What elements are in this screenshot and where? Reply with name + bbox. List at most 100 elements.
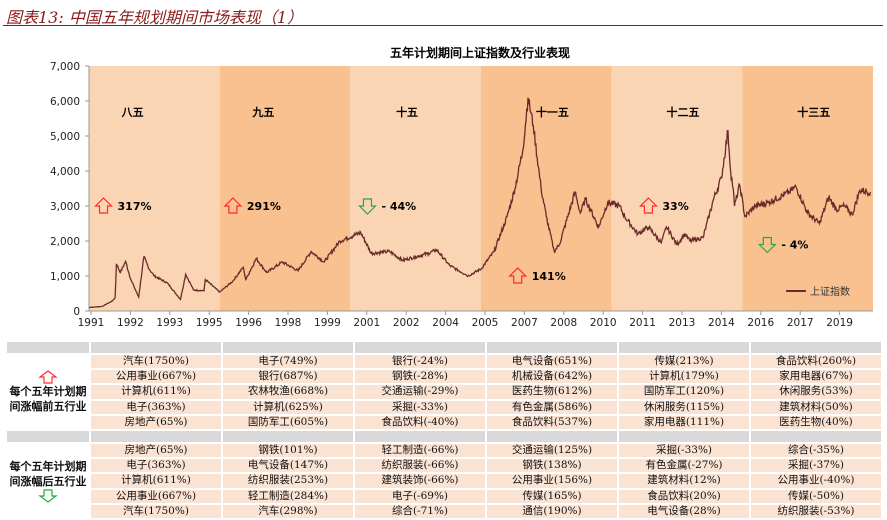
- table-row: 公用事业(667%) 银行(687%) 钢铁(-28%) 机械设备(642%) 计算机(…: [7, 370, 881, 384]
- y-tick-label: 6,000: [50, 96, 80, 108]
- period-label: 十五: [396, 105, 418, 119]
- top-row-label: 每个五年计划期间涨幅前五行业: [7, 355, 89, 429]
- header-cell: [7, 430, 89, 442]
- header-cell: [7, 342, 89, 353]
- period-change: - 4%: [781, 239, 808, 252]
- x-tick-label: 2011: [629, 317, 656, 329]
- table-cell: 采掘(-37%): [751, 459, 881, 473]
- down-arrow-icon: [757, 236, 777, 254]
- table-cell: 交通运输(125%): [487, 443, 617, 458]
- period-change: 33%: [662, 200, 688, 213]
- table-cell: 钢铁(-28%): [355, 370, 485, 384]
- down-arrow-icon: [358, 198, 377, 215]
- header-cell: [487, 342, 617, 353]
- table-cell: 汽车(1750%): [91, 504, 221, 518]
- table-cell: 休闲服务(115%): [619, 400, 749, 414]
- table-row: 计算机(611%) 农林牧渔(668%) 交通运输(-29%) 医药生物(612%) 国…: [7, 385, 881, 399]
- series-line-shanghai-index: [88, 97, 872, 309]
- y-tick-label: 4,000: [50, 166, 80, 178]
- table-cell: 综合(-71%): [355, 504, 485, 518]
- table-cell: 食品饮料(260%): [751, 355, 881, 369]
- table-header-row: [7, 430, 881, 442]
- header-cell: [487, 430, 617, 442]
- x-tick-label: 2014: [708, 317, 735, 329]
- period-band: [742, 66, 873, 311]
- y-tick-label: 7,000: [50, 61, 80, 73]
- table-cell: 公用事业(-40%): [751, 474, 881, 488]
- table-row: 每个五年计划期间涨幅后五行业 房地产(65%) 钢铁(101%) 轻工制造(-66%)…: [7, 443, 881, 518]
- table-cell: 汽车(298%): [223, 504, 353, 518]
- table-row: 公用事业(667%) 轻工制造(284%) 电子(-69%) 传媒(165%) 食品饮料…: [7, 489, 881, 503]
- table-cell: 医药生物(40%): [751, 415, 881, 429]
- x-tick-label: 1996: [235, 317, 262, 329]
- table-cell: 食品饮料(-40%): [355, 415, 485, 429]
- period-change: 141%: [532, 270, 566, 283]
- period-annotations: 八五 317% 九五 291% 十五 - 44% 十一五 141% 十二五 33% 十三五 - 4%: [94, 105, 830, 284]
- table-row: 汽车(1750%) 汽车(298%) 综合(-71%) 通信(190%) 电气设备(28…: [7, 504, 881, 518]
- x-tick-label: 1995: [196, 317, 223, 329]
- table-cell: 采掘(-33%): [355, 400, 485, 414]
- header-cell: [751, 342, 881, 353]
- table-cell: 纺织服装(-66%): [355, 459, 485, 473]
- table-cell: 有色金属(586%): [487, 400, 617, 414]
- table-cell: 钢铁(138%): [487, 459, 617, 473]
- header-cell: [619, 430, 749, 442]
- x-tick-label: 1993: [156, 317, 183, 329]
- table-cell: 计算机(625%): [223, 400, 353, 414]
- table-row: 电子(363%) 电气设备(147%) 纺织服装(-66%) 钢铁(138%) 有色金属…: [7, 459, 881, 473]
- table-cell: 医药生物(612%): [487, 385, 617, 399]
- shanghai-index-chart: 五年计划期间上证指数及行业表现 0 1,000 2,000 3,000 4,000 5,0…: [50, 45, 873, 329]
- row-label-text: 每个五年计划期间涨幅前五行业: [9, 384, 87, 413]
- period-change: - 44%: [381, 200, 416, 213]
- table-cell: 有色金属(-27%): [619, 459, 749, 473]
- table-cell: 建筑装饰(-66%): [355, 474, 485, 488]
- period-label: 十二五: [667, 105, 700, 119]
- table-cell: 公用事业(156%): [487, 474, 617, 488]
- header-cell: [91, 342, 221, 353]
- table-cell: 传媒(213%): [619, 355, 749, 369]
- y-tick-label: 5,000: [50, 131, 80, 143]
- x-tick-label: 2001: [353, 317, 380, 329]
- table-cell: 钢铁(101%): [223, 443, 353, 458]
- chart-title: 五年计划期间上证指数及行业表现: [390, 45, 570, 60]
- legend: 上证指数: [786, 285, 850, 298]
- table-cell: 计算机(179%): [619, 370, 749, 384]
- table-cell: 银行(687%): [223, 370, 353, 384]
- table-cell: 计算机(611%): [91, 385, 221, 399]
- table-cell: 公用事业(667%): [91, 370, 221, 384]
- x-tick-label: 2004: [432, 317, 459, 329]
- table-cell: 综合(-35%): [751, 443, 881, 458]
- table-cell: 电子(749%): [223, 355, 353, 369]
- table-cell: 国防军工(605%): [223, 415, 353, 429]
- table-cell: 电气设备(28%): [619, 504, 749, 518]
- table-cell: 汽车(1750%): [91, 355, 221, 369]
- x-tick-label: 2016: [747, 317, 774, 329]
- table-cell: 食品饮料(537%): [487, 415, 617, 429]
- title-divider: [3, 25, 883, 26]
- x-tick-label: 1999: [314, 317, 341, 329]
- period-change: 317%: [118, 200, 152, 213]
- table-cell: 轻工制造(284%): [223, 489, 353, 503]
- header-cell: [619, 342, 749, 353]
- table-row: 计算机(611%) 纺织服装(253%) 建筑装饰(-66%) 公用事业(156%) 建…: [7, 474, 881, 488]
- period-label: 十三五: [797, 105, 830, 119]
- y-tick-label: 3,000: [50, 201, 80, 213]
- table-cell: 纺织服装(-53%): [751, 504, 881, 518]
- table-cell: 银行(-24%): [355, 355, 485, 369]
- header-cell: [223, 430, 353, 442]
- x-tick-label: 2005: [472, 317, 499, 329]
- x-tick-label: 2002: [393, 317, 420, 329]
- table-cell: 家用电器(111%): [619, 415, 749, 429]
- table-cell: 传媒(-50%): [751, 489, 881, 503]
- period-band: [89, 66, 220, 311]
- period-label: 九五: [251, 105, 274, 119]
- table-cell: 家用电器(67%): [751, 370, 881, 384]
- table-cell: 机械设备(642%): [487, 370, 617, 384]
- x-tick-label: 2010: [590, 317, 617, 329]
- x-tick-label: 2007: [511, 317, 538, 329]
- header-cell: [355, 342, 485, 353]
- bottom-row-label: 每个五年计划期间涨幅后五行业: [7, 443, 89, 518]
- table-cell: 采掘(-33%): [619, 443, 749, 458]
- table-cell: 传媒(165%): [487, 489, 617, 503]
- table-cell: 纺织服装(253%): [223, 474, 353, 488]
